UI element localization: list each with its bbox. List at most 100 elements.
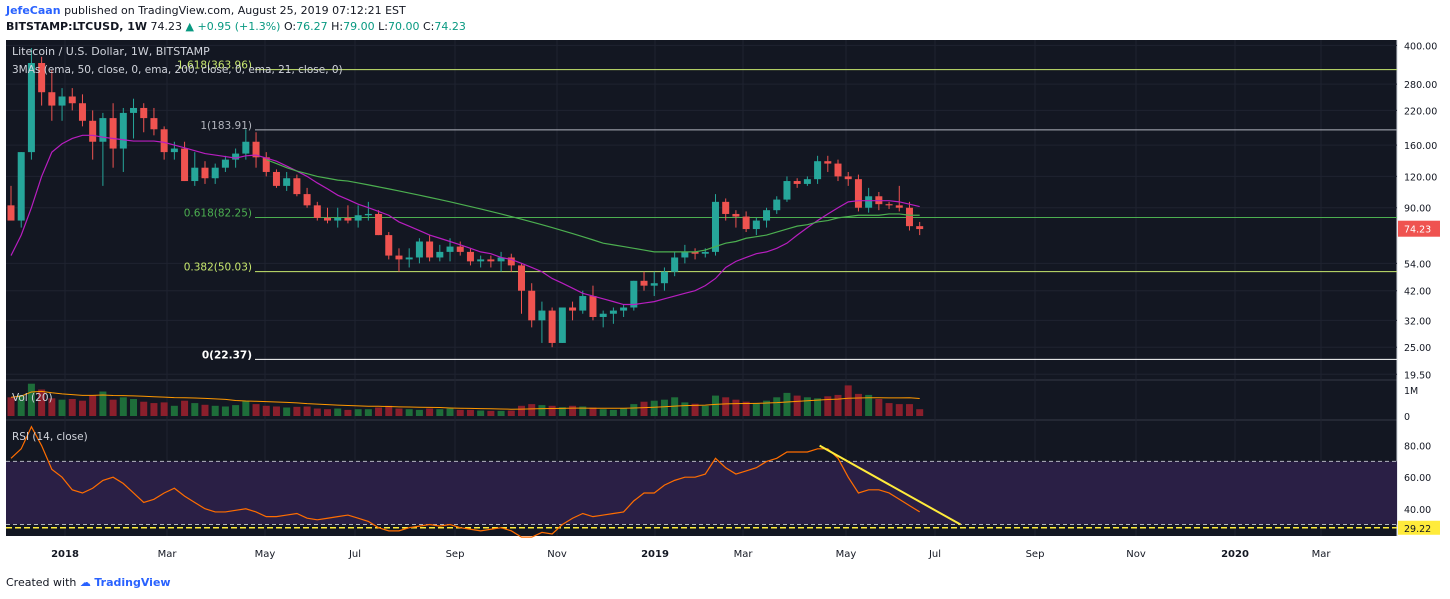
candle-body: [405, 257, 413, 260]
volume-bar: [7, 397, 15, 416]
candle-body: [272, 171, 280, 186]
candle-body: [211, 167, 219, 179]
candle-body: [650, 283, 658, 286]
volume-bar: [385, 405, 393, 416]
y-tick-label: 19.50: [1404, 370, 1431, 381]
candle-body: [803, 179, 811, 184]
volume-bar: [895, 404, 903, 416]
rsi-trendline: [819, 444, 962, 526]
candle-body: [477, 259, 485, 262]
rsi-last-tag: [1398, 520, 1440, 535]
candle-body: [569, 307, 577, 311]
volume-bar: [38, 389, 46, 416]
y-tick-label: 54.00: [1404, 259, 1431, 270]
x-tick-label: 2020: [1221, 549, 1249, 560]
close-value: 74.23: [434, 20, 466, 33]
volume-tick-label: 0: [1404, 412, 1410, 423]
candle-body: [691, 251, 699, 254]
symbol: BITSTAMP:LTCUSD, 1W: [6, 20, 148, 33]
candle-body: [58, 96, 66, 106]
price-change: +0.95 (+1.3%): [197, 20, 281, 33]
candle-body: [17, 152, 25, 221]
author-name[interactable]: JefeCaan: [6, 4, 61, 17]
volume-bar: [620, 408, 628, 416]
candle-body: [579, 296, 587, 311]
volume-bar: [528, 404, 536, 416]
tradingview-logo-icon: ☁: [79, 576, 91, 589]
volume-bar: [742, 401, 750, 416]
ema50-line: [266, 159, 920, 253]
candle-body: [711, 201, 719, 252]
volume-ma-line: [10, 390, 920, 410]
volume-bar: [283, 407, 291, 416]
candle-body: [630, 280, 638, 308]
symbol-line: BITSTAMP:LTCUSD, 1W 74.23 ▲ +0.95 (+1.3%…: [6, 20, 466, 33]
high-value: 79.00: [343, 20, 375, 33]
candle-body: [609, 310, 617, 314]
fib-label: 1.618(363.96): [177, 60, 252, 72]
x-tick-label: Nov: [547, 549, 567, 560]
candle-body: [558, 307, 566, 343]
volume-bar: [232, 405, 240, 416]
rsi-line: [10, 425, 921, 538]
candle-body: [916, 226, 924, 230]
rsi-last-label: 29.22: [1404, 524, 1431, 535]
volume-bar: [17, 394, 25, 416]
candle-body: [701, 251, 709, 254]
candle-body: [293, 178, 301, 195]
volume-bar: [660, 399, 668, 416]
candle-body: [262, 157, 270, 172]
candle-body: [446, 246, 454, 252]
candle-body: [793, 181, 801, 184]
candle-body: [324, 217, 332, 221]
rsi-tick-label: 60.00: [1404, 473, 1431, 484]
volume-bar: [681, 402, 689, 416]
volume-bar: [99, 391, 107, 416]
volume-bar: [589, 407, 597, 416]
volume-bar: [538, 405, 546, 416]
up-arrow-icon: ▲: [185, 20, 194, 33]
volume-bar: [395, 408, 403, 416]
volume-bar: [650, 400, 658, 416]
volume-bar: [691, 403, 699, 416]
candle-body: [671, 257, 679, 272]
candle-body: [242, 141, 250, 154]
volume-bar: [824, 396, 832, 416]
candle-body: [834, 163, 842, 177]
volume-bar: [579, 406, 587, 416]
volume-bar: [671, 397, 679, 416]
volume-bar: [783, 392, 791, 416]
volume-bar: [558, 407, 566, 416]
volume-bar: [752, 403, 760, 416]
candle-body: [201, 167, 209, 179]
candle-body: [854, 179, 862, 208]
candle-body: [660, 271, 668, 284]
x-tick-label: Nov: [1126, 549, 1146, 560]
candle-body: [334, 217, 342, 221]
candle-body: [7, 205, 15, 221]
candle-body: [895, 205, 903, 208]
volume-bar: [701, 405, 709, 416]
x-tick-label: May: [255, 549, 276, 560]
volume-bar: [364, 409, 372, 416]
volume-bar: [803, 397, 811, 416]
volume-bar: [793, 395, 801, 416]
candle-body: [181, 148, 189, 182]
volume-bar: [732, 399, 740, 416]
y-tick-label: 220.00: [1404, 106, 1437, 117]
volume-bar: [630, 404, 638, 416]
volume-bar: [221, 406, 229, 416]
candle-body: [68, 96, 76, 104]
candle-body: [742, 216, 750, 230]
volume-bar: [415, 409, 423, 416]
price-chart[interactable]: 1.618(363.96) 1(183.91) 0.618(82.25) 0.382(…: [0, 38, 1450, 574]
candle-body: [518, 265, 525, 291]
volume-bar: [109, 399, 117, 416]
candle-body: [170, 148, 178, 153]
candle-body: [620, 307, 628, 311]
candle-body: [89, 120, 97, 142]
tradingview-brand[interactable]: TradingView: [94, 576, 171, 589]
volume-bar: [885, 403, 893, 416]
candle-body: [150, 118, 158, 130]
rsi-tick-label: 80.00: [1404, 442, 1431, 453]
